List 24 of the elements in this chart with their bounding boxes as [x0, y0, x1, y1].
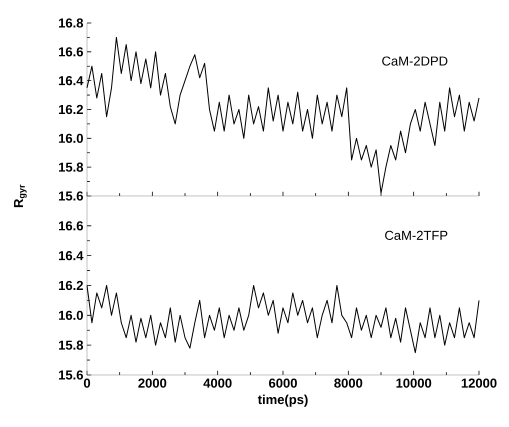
- x-tick-label: 12000: [462, 378, 497, 388]
- y-tick-label: 15.6: [58, 191, 83, 201]
- x-tick-label: 8000: [334, 378, 362, 388]
- annotation: CaM-2TFP: [385, 230, 448, 240]
- annotation: CaM-2DPD: [382, 56, 448, 66]
- y-tick-label: 16.0: [58, 134, 83, 143]
- y-tick-label: 16.4: [58, 251, 84, 260]
- x-tick-label: 0: [84, 378, 90, 388]
- x-tick-label: 4000: [203, 378, 232, 388]
- y-tick-label: 15.8: [58, 340, 84, 350]
- x-tick-label: 6000: [269, 378, 297, 388]
- y-axis-title: R$_{gyr}$: [14, 184, 27, 208]
- x-tick-label: 2000: [138, 378, 166, 388]
- x-tick-label: 10000: [396, 378, 432, 388]
- y-tick-label: 15.6: [58, 370, 83, 380]
- y-tick-label: 16.2: [58, 280, 83, 290]
- x-axis-title: time(ps): [258, 394, 308, 407]
- y-tick-label: 15.8: [58, 162, 84, 172]
- y-tick-label: 16.6: [58, 47, 83, 56]
- y-tick-label: 16.0: [58, 310, 83, 320]
- y-tick-label: 16.4: [58, 76, 84, 86]
- y-tick-label: 16.6: [58, 221, 83, 230]
- y-tick-label: 16.8: [58, 18, 84, 28]
- y-tick-label: 16.2: [58, 104, 83, 114]
